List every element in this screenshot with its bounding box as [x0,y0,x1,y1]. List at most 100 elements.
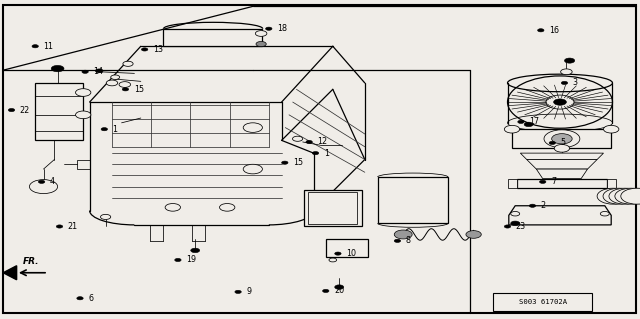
Circle shape [191,248,200,253]
Circle shape [621,188,640,204]
Text: 13: 13 [153,45,163,54]
Circle shape [255,31,267,36]
Text: 7: 7 [551,177,556,186]
Text: 17: 17 [529,117,540,126]
Circle shape [546,95,574,109]
Circle shape [306,140,312,144]
Circle shape [312,152,319,155]
Circle shape [511,221,520,226]
Text: 1: 1 [113,125,118,134]
Circle shape [609,188,640,204]
Circle shape [504,125,520,133]
Circle shape [511,211,520,216]
Circle shape [544,130,580,148]
Polygon shape [509,206,611,225]
Text: 12: 12 [317,137,328,146]
Circle shape [82,70,88,73]
Circle shape [549,141,556,145]
Text: 6: 6 [88,294,93,303]
Circle shape [220,204,235,211]
Circle shape [561,81,568,85]
Text: 3: 3 [573,78,578,87]
Text: 22: 22 [20,106,30,115]
Polygon shape [527,160,597,169]
Circle shape [282,161,288,164]
Circle shape [466,231,481,238]
Text: 10: 10 [346,249,356,258]
Circle shape [38,180,45,183]
Circle shape [329,258,337,262]
Bar [326,239,368,257]
Circle shape [165,204,180,211]
Circle shape [604,125,619,133]
Circle shape [106,80,118,86]
Circle shape [32,45,38,48]
Circle shape [603,188,635,204]
Bar [493,293,592,311]
Circle shape [77,297,83,300]
Polygon shape [3,266,17,280]
Text: 18: 18 [277,24,287,33]
Circle shape [504,225,511,228]
Circle shape [538,29,544,32]
Bar [163,29,262,46]
Bar [308,192,357,224]
Text: 16: 16 [549,26,559,35]
Polygon shape [512,129,611,148]
Circle shape [111,75,120,79]
Circle shape [123,61,133,66]
Circle shape [540,180,546,183]
Text: 20: 20 [334,286,344,295]
Circle shape [266,27,272,30]
Circle shape [100,214,111,219]
Circle shape [335,252,341,255]
Text: 14: 14 [93,67,104,76]
Text: 1: 1 [324,149,329,158]
Circle shape [529,204,536,207]
Text: 9: 9 [246,287,252,296]
Circle shape [101,128,108,131]
Circle shape [524,122,533,127]
Text: 8: 8 [406,236,411,245]
Circle shape [243,164,262,174]
Text: 15: 15 [293,158,303,167]
Bar [378,177,448,223]
Bar [304,190,362,226]
Circle shape [561,69,572,75]
Circle shape [119,82,131,87]
Text: 4: 4 [50,177,55,186]
Circle shape [394,239,401,242]
Text: S003 61702A: S003 61702A [518,300,567,305]
Circle shape [564,58,575,63]
Circle shape [615,188,640,204]
Circle shape [323,289,329,293]
Circle shape [29,180,58,194]
Circle shape [56,225,63,228]
Circle shape [597,188,629,204]
Text: FR.: FR. [22,257,39,266]
Circle shape [552,134,572,144]
Circle shape [76,111,91,119]
Circle shape [51,65,64,72]
Circle shape [600,211,609,216]
Text: 19: 19 [186,256,196,264]
Circle shape [256,41,266,47]
Circle shape [554,99,566,105]
Circle shape [95,69,103,73]
Polygon shape [607,179,616,188]
Polygon shape [517,179,607,188]
Polygon shape [520,153,604,160]
Text: 2: 2 [541,201,546,210]
Circle shape [292,136,303,141]
Circle shape [175,258,181,262]
Text: 23: 23 [516,222,526,231]
Polygon shape [536,169,588,179]
Circle shape [394,230,412,239]
Circle shape [76,89,91,96]
Text: 15: 15 [134,85,144,94]
Polygon shape [508,179,517,188]
Circle shape [554,145,570,152]
Circle shape [141,48,148,51]
Circle shape [8,108,15,112]
Text: 21: 21 [68,222,78,231]
